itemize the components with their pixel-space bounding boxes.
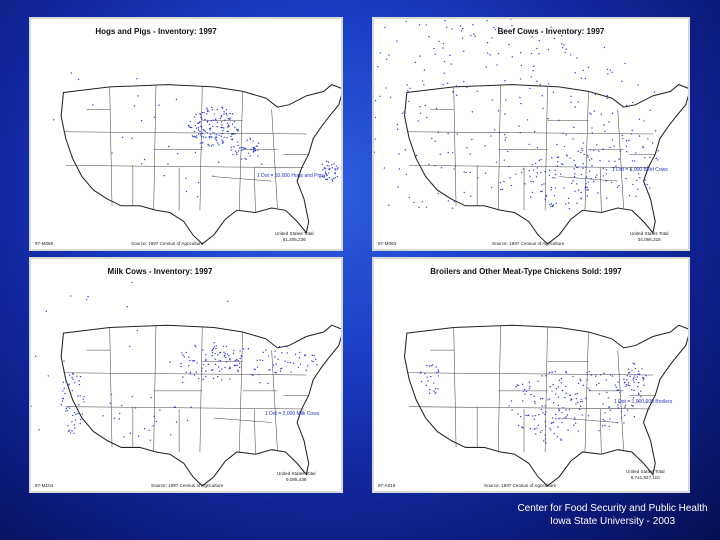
map-panel-beef: Beef Cows - Inventory: 1997 1 Dot = 5,00… [372, 17, 690, 251]
map-total: United States Total 61,206,236 [275, 231, 313, 243]
map-panel-milk: Milk Cows - Inventory: 1997 1 Dot = 2,00… [29, 257, 343, 493]
map-legend: 1 Dot = 1,000,000 Broilers [614, 399, 673, 405]
map-legend: 1 Dot = 2,000 Milk Cows [265, 411, 320, 417]
map-source: Source: 1997 Census of Agriculture [131, 241, 204, 246]
map-title: Milk Cows - Inventory: 1997 [107, 267, 213, 276]
footer-credit: Center for Food Security and Public Heal… [500, 502, 720, 528]
map-total-label: United States Total [275, 231, 314, 236]
map-total-label: United States Total [630, 231, 669, 236]
map-total-value: 34,066,315 [637, 237, 661, 242]
map-panel-broilers: Broilers and Other Meat-Type Chickens So… [372, 257, 690, 493]
map-code: 97-M104 [35, 483, 54, 488]
map-total-value: 6,741,927,110 [630, 475, 660, 480]
map-source: Source: 1997 Census of Agriculture [151, 483, 224, 488]
map-total-value: 61,206,236 [282, 237, 306, 242]
footer-line-2: Iowa State University - 2003 [549, 516, 676, 527]
us-map-broilers [403, 324, 688, 487]
map-total-label: United States Total [626, 469, 665, 474]
footer-line-1: Center for Food Security and Public Heal… [517, 503, 708, 514]
map-panel-hogs: Hogs and Pigs - Inventory: 1997 1 Dot = … [29, 17, 343, 251]
map-legend: 1 Dot = 10,000 Hogs and Pigs [257, 173, 324, 179]
map-code: 97-A019 [378, 483, 396, 488]
us-map-milk [31, 281, 341, 487]
map-code: 97-M086 [35, 241, 54, 246]
map-source: Source: 1997 Census of Agriculture [492, 241, 565, 246]
map-total: United States Total 9,095,439 [277, 471, 315, 483]
map-title: Broilers and Other Meat-Type Chickens So… [430, 267, 622, 276]
map-total: United States Total 34,066,315 [630, 231, 668, 243]
map-total-label: United States Total [277, 471, 316, 476]
map-legend: 1 Dot = 5,000 Beef Cows [612, 167, 668, 173]
us-map-beef [374, 19, 688, 245]
map-title: Beef Cows - Inventory: 1997 [497, 27, 605, 36]
map-total-value: 9,095,439 [286, 477, 307, 482]
map-title: Hogs and Pigs - Inventory: 1997 [95, 27, 217, 36]
us-map-hogs [52, 72, 341, 245]
map-total: United States Total 6,741,927,110 [626, 469, 664, 481]
map-code: 97-M093 [378, 241, 397, 246]
map-source: Source: 1997 Census of Agriculture [484, 483, 557, 488]
